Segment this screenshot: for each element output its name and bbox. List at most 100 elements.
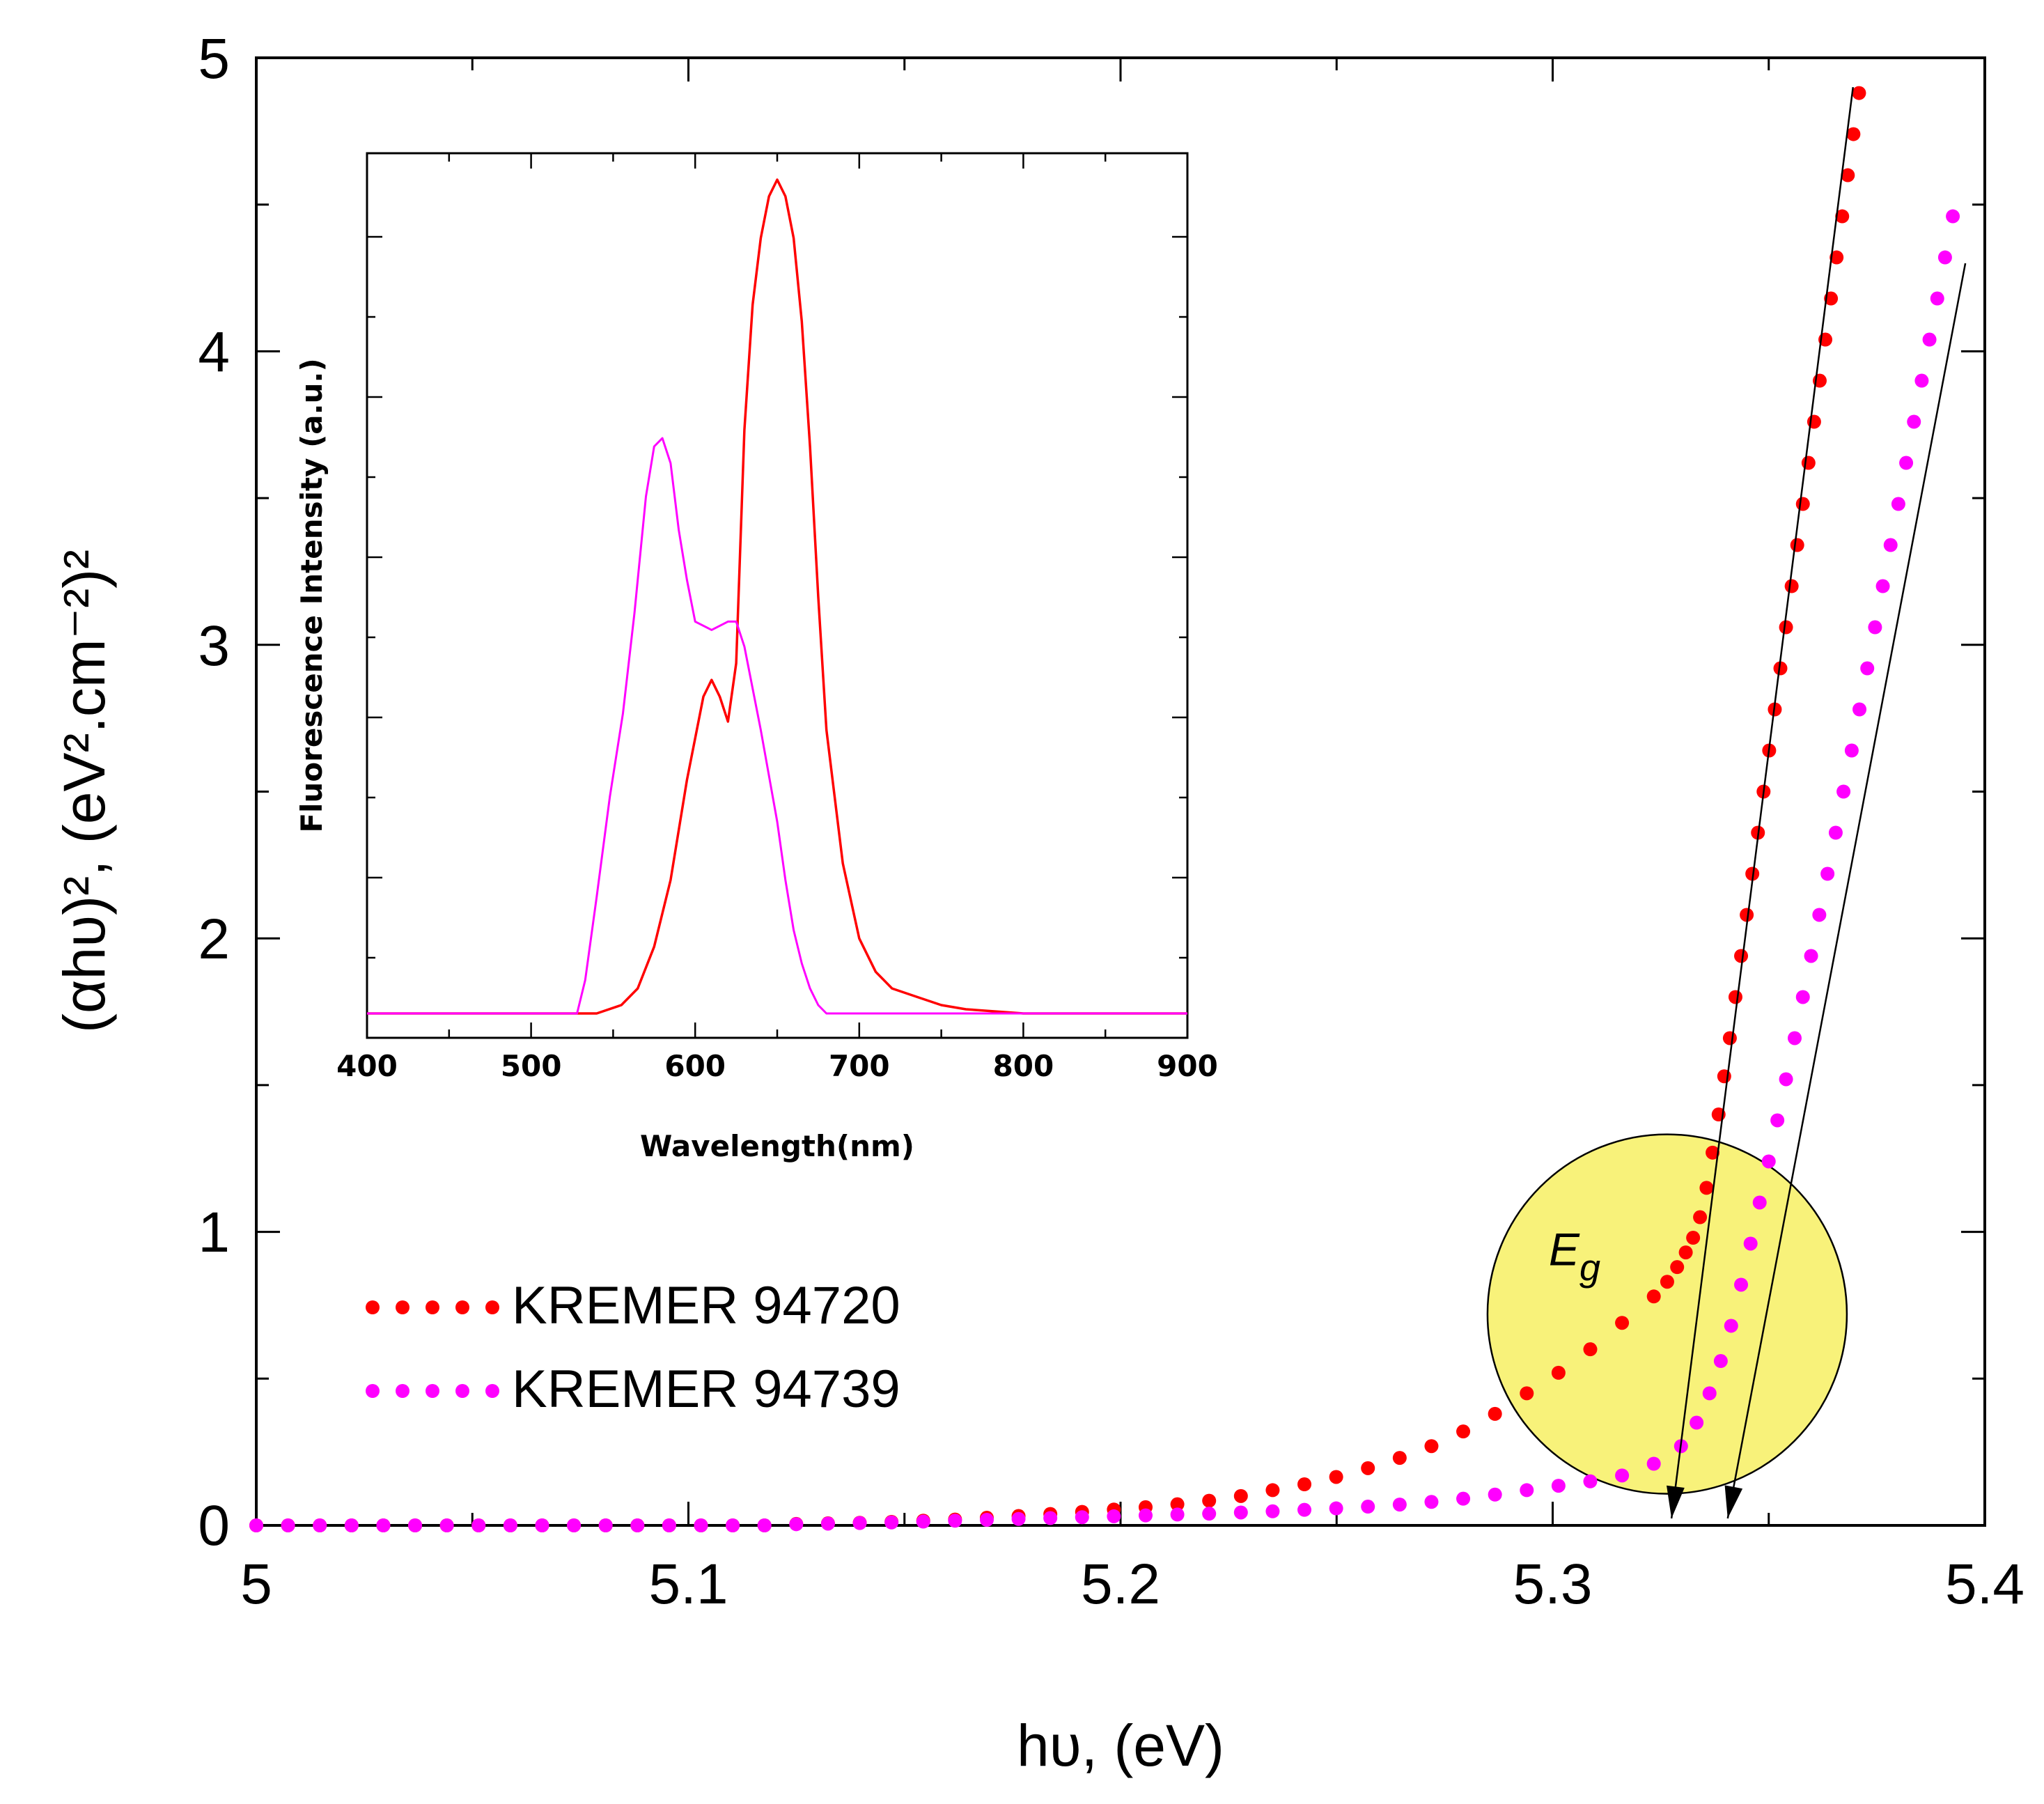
legend-marker-dot [366,1300,380,1314]
data-point-kremer-94720 [1784,579,1799,593]
data-point-kremer-94739 [1138,1508,1153,1523]
data-point-kremer-94739 [852,1516,867,1530]
eg-highlight-circle [1486,1133,1848,1495]
data-point-kremer-94739 [948,1514,962,1528]
data-point-kremer-94739 [1860,661,1875,676]
data-point-kremer-94739 [979,1512,994,1527]
x-tick-label: 5 [240,1553,272,1616]
data-point-kremer-94739 [1551,1479,1566,1493]
data-point-kremer-94739 [1828,825,1843,840]
data-point-kremer-94739 [1795,990,1810,1004]
data-point-kremer-94739 [1899,456,1914,470]
legend-marker-dot [396,1300,409,1314]
main-axis-ticks [255,56,1986,1527]
tangent-line [1726,263,1967,1519]
data-point-kremer-94739 [726,1518,740,1532]
data-point-kremer-94739 [1946,209,1960,224]
legend-marker-dot [366,1384,380,1398]
data-point-kremer-94739 [820,1516,835,1531]
legend-label-kremer-94739: KREMER 94739 [512,1360,900,1419]
inset-plot: 400 500 600 700 800 900 Wavelength(nm) F… [295,152,1218,1163]
data-point-kremer-94739 [1836,784,1851,799]
data-point-kremer-94739 [1713,1354,1728,1369]
tangent-line [1670,86,1854,1519]
data-point-kremer-94739 [1914,373,1929,388]
data-point-kremer-94720 [1660,1275,1674,1289]
data-point-kremer-94739 [1820,866,1835,881]
data-point-kremer-94739 [1075,1510,1089,1525]
data-point-kremer-94720 [1551,1365,1566,1380]
y-tick-label: 4 [198,320,230,384]
inset-plot-frame [366,152,1189,1039]
inset-x-axis-label: Wavelength(nm) [640,1129,914,1163]
data-point-kremer-94739 [1734,1277,1749,1292]
data-point-kremer-94739 [662,1518,676,1532]
data-point-kremer-94739 [1743,1236,1758,1251]
data-point-kremer-94739 [535,1518,549,1532]
data-point-kremer-94739 [313,1518,327,1532]
inset-x-tick-label: 800 [993,1049,1054,1083]
data-point-kremer-94739 [1907,414,1921,429]
main-data-points [249,86,1960,1532]
tangent-lines [1667,86,1967,1519]
y-tick-label: 3 [198,614,230,678]
data-point-kremer-94720 [1583,1342,1598,1357]
data-point-kremer-94739 [1329,1501,1343,1516]
tangent-arrowhead [1724,1485,1743,1518]
legend-marker-dot [455,1384,469,1398]
x-tick-label: 5.3 [1513,1553,1593,1616]
data-point-kremer-94720 [1520,1386,1534,1401]
data-point-kremer-94739 [249,1518,263,1532]
data-point-kremer-94739 [1297,1502,1312,1517]
data-point-kremer-94720 [1392,1451,1407,1465]
data-point-kremer-94720 [1846,127,1861,141]
data-point-kremer-94720 [1233,1488,1248,1503]
data-point-kremer-94720 [1488,1406,1502,1421]
y-tick-label: 1 [198,1201,230,1264]
data-point-kremer-94720 [1615,1316,1630,1330]
legend-marker-dot [396,1384,409,1398]
legend-marker-dot [485,1384,499,1398]
eg-annotation-subscript: g [1579,1247,1600,1289]
data-point-kremer-94739 [1265,1504,1280,1518]
data-point-kremer-94739 [1883,538,1898,552]
legend-label-kremer-94720: KREMER 94720 [512,1276,900,1335]
data-point-kremer-94720 [1734,949,1749,963]
legend: KREMER 94720 KREMER 94739 [366,1276,900,1419]
data-point-kremer-94720 [1773,661,1788,676]
inset-x-tick-label: 500 [501,1049,562,1083]
y-tick-label: 2 [198,908,230,971]
data-point-kremer-94720 [1693,1210,1708,1224]
inset-x-tick-label: 400 [336,1049,398,1083]
data-point-kremer-94739 [694,1518,708,1532]
eg-annotation-main: E [1549,1224,1580,1275]
data-point-kremer-94739 [1804,949,1818,963]
data-point-kremer-94720 [1717,1069,1731,1084]
data-point-kremer-94739 [439,1518,454,1532]
data-point-kremer-94739 [567,1518,582,1532]
legend-marker-dot [426,1384,439,1398]
data-point-kremer-94739 [1615,1468,1630,1483]
x-tick-label: 5.2 [1081,1553,1160,1616]
data-point-kremer-94739 [1646,1456,1661,1471]
data-point-kremer-94739 [1011,1511,1026,1526]
inset-axis-ticks [366,153,1189,1038]
data-point-kremer-94739 [757,1518,772,1532]
data-point-kremer-94739 [1922,332,1937,347]
data-point-kremer-94739 [1233,1505,1248,1520]
data-point-kremer-94739 [1891,497,1905,511]
data-point-kremer-94720 [1646,1289,1661,1304]
data-point-kremer-94739 [1583,1474,1598,1488]
data-point-kremer-94739 [789,1517,804,1532]
x-tick-label: 5.4 [1945,1553,2025,1616]
data-point-kremer-94720 [1686,1231,1701,1245]
data-point-kremer-94720 [1830,250,1844,265]
data-point-kremer-94739 [1937,250,1952,265]
inset-series-line-kremer-94720 [367,178,1187,1015]
data-point-kremer-94739 [916,1514,930,1529]
data-point-kremer-94720 [1790,538,1804,552]
data-point-kremer-94739 [1456,1491,1471,1506]
inset-x-tick-label: 700 [829,1049,890,1083]
y-tick-label: 5 [198,27,230,91]
data-point-kremer-94739 [1844,743,1859,758]
